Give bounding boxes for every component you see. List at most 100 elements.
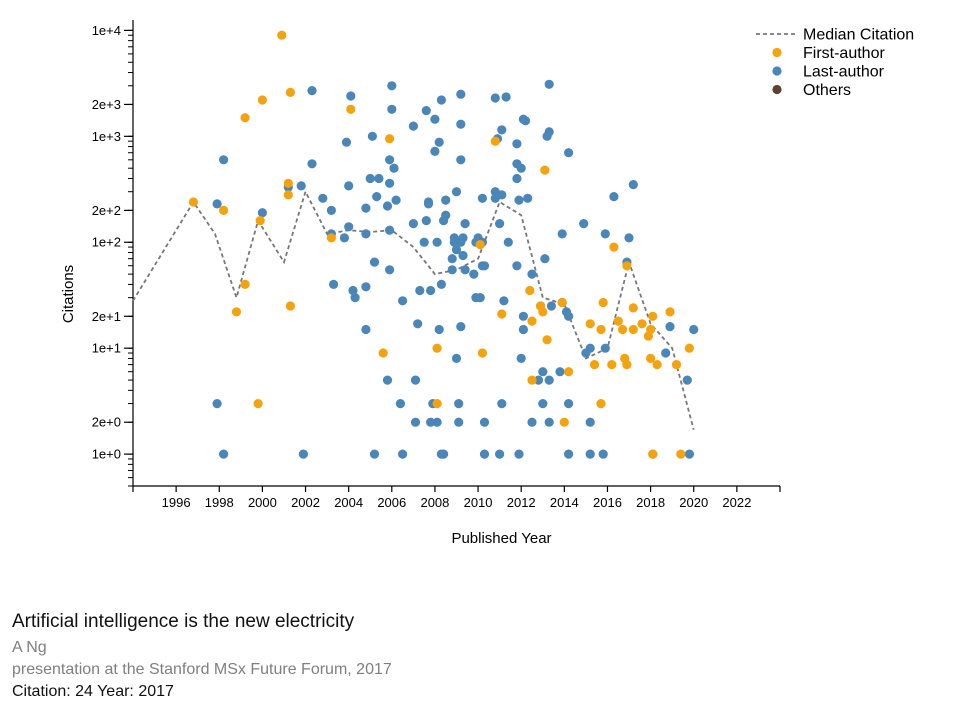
first-author-point[interactable] [665,307,675,317]
last-author-point[interactable] [432,417,442,427]
last-author-point[interactable] [415,285,425,296]
last-author-point[interactable] [426,417,436,427]
last-author-point[interactable] [516,353,526,363]
first-author-point[interactable] [652,360,662,370]
last-author-point[interactable] [497,125,507,135]
last-author-point[interactable] [361,324,371,335]
first-author-point[interactable] [231,307,242,317]
last-author-point[interactable] [341,137,352,147]
last-author-point[interactable] [520,116,531,126]
last-author-point[interactable] [307,159,317,169]
last-author-point[interactable] [212,199,222,209]
last-author-point[interactable] [346,91,356,101]
last-author-point[interactable] [458,233,468,243]
last-author-point[interactable] [516,163,526,173]
last-author-point[interactable] [454,417,464,427]
last-author-point[interactable] [413,319,423,329]
last-author-point[interactable] [447,265,457,275]
last-author-point[interactable] [533,375,544,385]
last-author-point[interactable] [497,399,507,409]
first-author-point[interactable] [285,301,295,311]
last-author-point[interactable] [430,114,440,124]
last-author-point[interactable] [557,229,567,239]
last-author-point[interactable] [600,343,610,353]
last-author-point[interactable] [369,257,380,267]
last-author-point[interactable] [564,449,574,459]
last-author-point[interactable] [219,155,229,165]
last-author-point[interactable] [451,353,462,363]
last-author-point[interactable] [585,343,595,353]
last-author-point[interactable] [495,449,505,459]
last-author-point[interactable] [600,229,610,239]
last-author-point[interactable] [395,399,405,409]
last-author-point[interactable] [339,233,349,243]
first-author-point[interactable] [253,399,263,409]
first-author-point[interactable] [527,316,537,326]
last-author-point[interactable] [307,86,317,96]
first-author-point[interactable] [477,348,487,358]
first-author-point[interactable] [609,242,619,252]
first-author-point[interactable] [385,134,395,144]
last-author-point[interactable] [546,301,557,311]
last-author-point[interactable] [544,375,554,385]
last-author-point[interactable] [609,192,619,202]
first-author-point[interactable] [542,335,552,345]
last-author-point[interactable] [367,131,377,141]
last-author-point[interactable] [389,163,399,173]
last-author-point[interactable] [382,201,393,211]
last-author-point[interactable] [579,219,589,229]
last-author-point[interactable] [585,417,595,427]
first-author-point[interactable] [538,307,548,317]
last-author-point[interactable] [419,237,429,247]
last-author-point[interactable] [421,216,431,226]
first-author-point[interactable] [240,113,250,123]
last-author-point[interactable] [436,95,446,105]
first-author-point[interactable] [648,449,658,459]
last-author-point[interactable] [544,127,554,137]
first-author-point[interactable] [540,165,550,175]
first-author-point[interactable] [432,399,442,409]
last-author-point[interactable] [387,81,397,91]
first-author-point[interactable] [490,136,500,146]
last-author-point[interactable] [454,399,464,409]
last-author-point[interactable] [469,269,479,279]
last-author-point[interactable] [527,417,537,427]
first-author-point[interactable] [646,353,656,363]
last-author-point[interactable] [512,139,522,149]
first-author-point[interactable] [628,303,638,313]
last-author-point[interactable] [318,193,328,203]
last-author-point[interactable] [514,195,524,205]
first-author-point[interactable] [607,360,617,370]
last-author-point[interactable] [385,225,395,235]
first-author-point[interactable] [283,178,293,188]
first-author-point[interactable] [671,360,682,370]
last-author-point[interactable] [460,219,470,229]
first-author-point[interactable] [598,297,608,308]
last-author-point[interactable] [426,285,436,296]
last-author-point[interactable] [501,92,511,102]
last-author-point[interactable] [682,375,692,385]
last-author-point[interactable] [514,449,524,459]
last-author-point[interactable] [460,265,470,275]
first-author-point[interactable] [596,399,606,409]
first-author-point[interactable] [684,343,695,353]
last-author-point[interactable] [628,180,638,190]
last-author-point[interactable] [585,449,595,459]
last-author-point[interactable] [410,375,421,385]
last-author-point[interactable] [479,449,490,459]
first-author-point[interactable] [285,87,295,97]
last-author-point[interactable] [365,173,375,184]
last-author-point[interactable] [344,181,354,191]
last-author-point[interactable] [434,137,444,147]
last-author-point[interactable] [219,449,229,459]
first-author-point[interactable] [326,233,336,243]
first-author-point[interactable] [378,348,388,358]
last-author-point[interactable] [361,282,371,292]
last-author-point[interactable] [538,367,548,377]
last-author-point[interactable] [538,399,548,409]
last-author-point[interactable] [385,178,395,188]
first-author-point[interactable] [628,324,638,335]
first-author-point[interactable] [557,297,567,308]
last-author-point[interactable] [555,367,565,377]
last-author-point[interactable] [544,417,554,427]
